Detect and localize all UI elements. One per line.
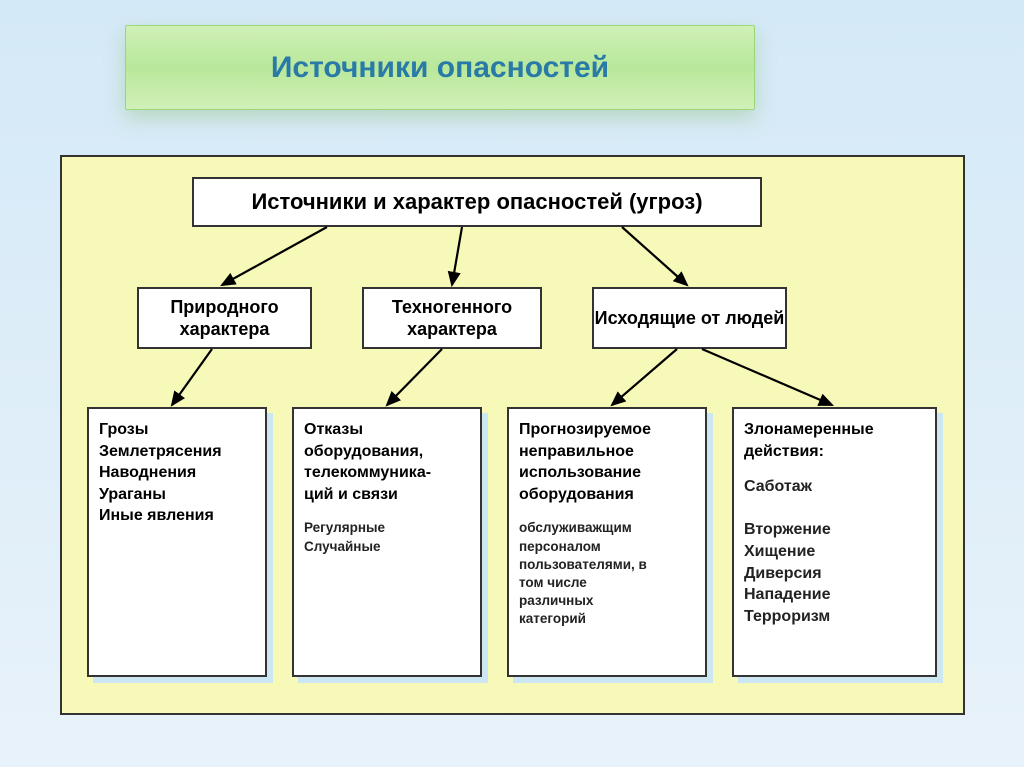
leaf-human-misuse: Прогнозируемоенеправильноеиспользованиео… <box>507 407 707 677</box>
diagram-frame: Источники и характер опасностей (угроз) … <box>60 155 965 715</box>
branch-natural-label: Природного характера <box>139 296 310 341</box>
leaf-human-misuse-title: Прогнозируемоенеправильноеиспользованиео… <box>519 419 695 505</box>
leaf-front: Прогнозируемоенеправильноеиспользованиео… <box>507 407 707 677</box>
title-text: Источники опасностей <box>271 51 609 85</box>
leaf-front: Злонамеренныедействия: Саботаж Вторжение… <box>732 407 937 677</box>
root-label: Источники и характер опасностей (угроз) <box>251 189 702 215</box>
branch-technogenic: Техногенного характера <box>362 287 542 349</box>
leaf-front: ГрозыЗемлетрясенияНаводненияУраганыИные … <box>87 407 267 677</box>
leaf-human-malicious-sub: Саботаж ВторжениеХищениеДиверсияНападени… <box>744 476 925 627</box>
branch-human: Исходящие от людей <box>592 287 787 349</box>
leaf-technogenic: Отказыоборудования,телекоммуника-ций и с… <box>292 407 482 677</box>
leaf-technogenic-sub: РегулярныеСлучайные <box>304 519 470 555</box>
branch-human-label: Исходящие от людей <box>595 307 785 330</box>
root-box: Источники и характер опасностей (угроз) <box>192 177 762 227</box>
title-banner: Источники опасностей <box>125 25 755 110</box>
slide-canvas: Источники опасностей Источники и характе… <box>0 0 1024 767</box>
leaf-natural: ГрозыЗемлетрясенияНаводненияУраганыИные … <box>87 407 267 677</box>
branch-natural: Природного характера <box>137 287 312 349</box>
leaf-human-malicious: Злонамеренныедействия: Саботаж Вторжение… <box>732 407 937 677</box>
leaf-technogenic-title: Отказыоборудования,телекоммуника-ций и с… <box>304 419 470 505</box>
leaf-human-misuse-sub: обслуживажщимперсоналом пользователями, … <box>519 519 695 628</box>
leaf-front: Отказыоборудования,телекоммуника-ций и с… <box>292 407 482 677</box>
leaf-natural-title: ГрозыЗемлетрясенияНаводненияУраганыИные … <box>99 419 255 527</box>
branch-technogenic-label: Техногенного характера <box>364 296 540 341</box>
leaf-human-malicious-title: Злонамеренныедействия: <box>744 419 925 462</box>
